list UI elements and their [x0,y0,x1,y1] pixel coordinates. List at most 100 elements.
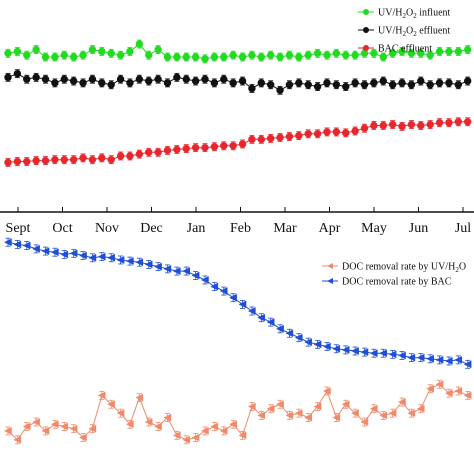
doc-removal-rate-by-bac-point [416,353,425,362]
doc-removal-rate-by-uv-h2o2-point [78,433,87,442]
uv-h2o2-effluent-point [116,75,125,83]
bac-effluent-point [342,129,350,137]
uv-h2o2-effluent-point [248,84,256,93]
doc-removal-rate-by-bac-point [219,287,228,295]
doc-removal-rate-by-bac-point [60,250,69,259]
bac-effluent-point [79,154,87,162]
doc-removal-rate-by-bac-point [200,276,209,284]
uv-h2o2-effluent-point [107,81,115,89]
doc-removal-rate-by-bac-point [238,300,247,309]
doc-removal-rate-by-bac-point [107,253,115,262]
uv-h2o2-effluent-point [69,77,78,85]
uv-h2o2-effluent-point [23,75,31,83]
uv-h2o2-effluent-point [285,81,294,89]
doc-removal-rate-by-bac-point [379,349,388,358]
uv-h2o2-influent-point [116,51,125,59]
doc-removal-rate-by-uv-h2o2-point [107,400,115,409]
doc-removal-rate-by-uv-h2o2-point [22,422,31,431]
doc-removal-rate-by-uv-h2o2-point [60,422,69,431]
bac-effluent-point [173,145,181,154]
doc-removal-rate-by-bac-point [78,251,87,260]
doc-removal-rate-by-uv-h2o2-point [32,418,40,426]
doc-removal-rate-by-uv-h2o2-point [379,411,388,420]
uv-h2o2-influent-point [342,51,350,59]
uv-h2o2-influent-point [266,51,275,59]
bac-effluent-point [229,142,237,150]
bac-effluent-point [41,156,50,165]
uv-h2o2-influent-point [201,55,209,63]
uv-h2o2-influent-point [51,53,59,61]
bottom-chart-panel: DOC removal rate by UV/H2O DOC removal ra… [3,237,472,445]
doc-removal-rate-by-uv-h2o2-point [3,427,12,435]
doc-removal-rate-by-bac-point [13,240,22,249]
uv-h2o2-influent-point [276,53,284,61]
doc-removal-rate-by-bac-point [360,348,369,357]
doc-removal-rate-by-uv-h2o2-point [369,404,378,413]
legend-doc-removal-rate-by-uv-h2o2-label: DOC removal rate by UV/H2O [342,262,466,275]
doc-removal-rate-by-uv-h2o2-point [69,424,78,433]
doc-removal-rate-by-uv-h2o2-point [360,418,369,426]
bac-effluent-point [163,146,172,155]
uv-h2o2-influent-point [173,53,181,61]
doc-removal-rate-by-bac-point [313,340,322,349]
doc-removal-rate-by-bac-point [229,293,237,302]
uv-h2o2-effluent-point [379,77,387,85]
bottom-legend: DOC removal rate by UV/H2O DOC removal ra… [322,262,466,288]
bac-effluent-point [360,124,369,132]
doc-removal-rate-by-bac-point [144,260,153,269]
doc-removal-rate-by-uv-h2o2-point [266,404,275,413]
doc-removal-rate-by-uv-h2o2-point [285,411,294,420]
uv-h2o2-effluent-point [220,75,228,83]
doc-removal-rate-by-bac-point [322,342,331,351]
bac-effluent-point [426,120,434,129]
uv-h2o2-influent-point [304,51,312,59]
bac-effluent-point [313,130,322,138]
uv-h2o2-influent-point [313,49,322,57]
bac-effluent-point [135,150,144,158]
doc-removal-rate-by-uv-h2o2-point [125,420,134,429]
uv-h2o2-effluent-point [332,81,341,89]
legend-uv-h2o2-influent-marker [363,9,369,15]
legend-uv-h2o2-effluent-label: UV/H2O2 effluent [378,26,450,39]
bac-effluent-point [248,135,256,144]
uv-h2o2-effluent-series [4,69,472,95]
doc-removal-rate-by-bac-point [257,313,266,322]
uv-h2o2-influent-point [145,51,153,59]
doc-removal-rate-by-uv-h2o2-point [88,424,97,433]
uv-h2o2-effluent-point [182,75,190,83]
bac-effluent-point [398,122,406,131]
doc-removal-rate-by-bac-point [69,249,78,258]
bac-effluent-point [60,155,68,164]
uv-h2o2-influent-point [23,51,31,59]
bac-effluent-point [145,148,153,156]
doc-removal-rate-by-bac-point [407,353,416,362]
bac-effluent-point [126,152,134,160]
doc-removal-rate-by-uv-h2o2-point [407,409,416,418]
uv-h2o2-effluent-point [276,86,284,95]
bac-effluent-point [454,118,463,126]
uv-h2o2-influent-point [41,53,50,61]
doc-removal-rate-by-bac-point [210,282,219,291]
uv-h2o2-effluent-point [463,77,472,85]
doc-removal-rate-by-uv-h2o2-point [304,413,312,422]
legend-bac-effluent-marker [363,45,369,51]
uv-h2o2-effluent-point [191,77,200,85]
bottom-series-group [3,237,472,445]
uv-h2o2-influent-point [398,47,406,56]
x-tick-label-dec: Dec [140,221,163,236]
doc-removal-rate-by-uv-h2o2-point [454,387,463,395]
doc-removal-rate-by-uv-h2o2-point [163,413,172,422]
doc-removal-rate-by-bac-point [444,357,453,365]
doc-removal-rate-by-uv-h2o2-point [97,391,106,400]
x-tick-label-mar: Mar [273,221,297,236]
doc-removal-rate-by-bac-point [369,349,378,358]
uv-h2o2-effluent-point [41,75,50,83]
uv-h2o2-effluent-point [4,73,12,82]
doc-removal-rate-by-bac-series [3,237,472,369]
bac-effluent-point [4,158,12,167]
uv-h2o2-influent-point [285,51,294,59]
bac-effluent-point [238,140,247,148]
doc-removal-rate-by-uv-h2o2-point [172,431,181,440]
doc-removal-rate-by-bac-point [294,333,303,342]
doc-removal-rate-by-bac-point [154,262,162,271]
